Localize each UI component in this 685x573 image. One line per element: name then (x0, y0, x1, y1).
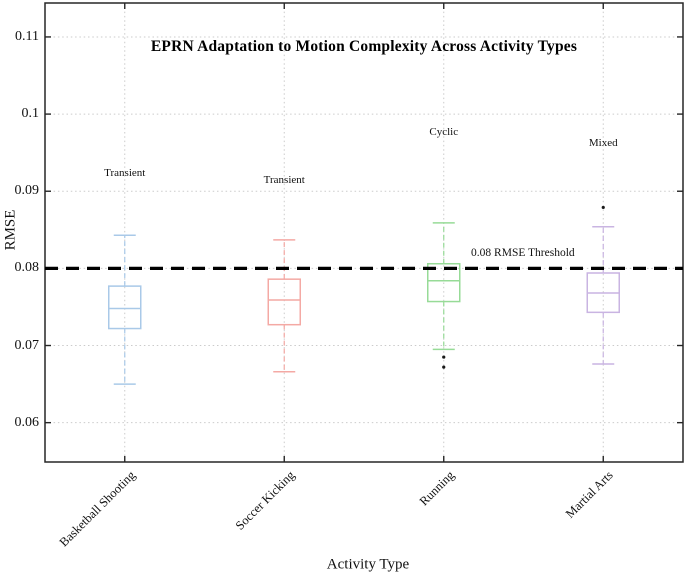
y-tick-label: 0.1 (21, 106, 40, 122)
y-axis-label: RMSE (2, 209, 19, 251)
y-tick-label: 0.11 (15, 28, 39, 44)
x-axis-label: Activity Type (326, 556, 410, 573)
outlier-point (442, 355, 446, 359)
chart-title: EPRN Adaptation to Motion Complexity Acr… (150, 38, 578, 55)
y-tick-label: 0.07 (14, 337, 40, 353)
box-soccer-kicking (267, 278, 301, 326)
box-annotation: Cyclic (429, 125, 459, 138)
y-tick-label: 0.06 (14, 414, 40, 430)
box-basketball-shooting (108, 285, 142, 330)
y-tick-label: 0.09 (14, 183, 40, 199)
outlier-point (442, 365, 446, 369)
box-annotation: Mixed (588, 137, 618, 150)
box-annotation: Transient (263, 173, 305, 186)
box-annotation: Transient (104, 167, 146, 180)
box-running (427, 262, 461, 303)
plot-border (44, 2, 684, 463)
threshold-label: 0.08 RMSE Threshold (471, 246, 575, 259)
y-tick-label: 0.08 (14, 260, 40, 276)
outlier-point (601, 205, 605, 210)
